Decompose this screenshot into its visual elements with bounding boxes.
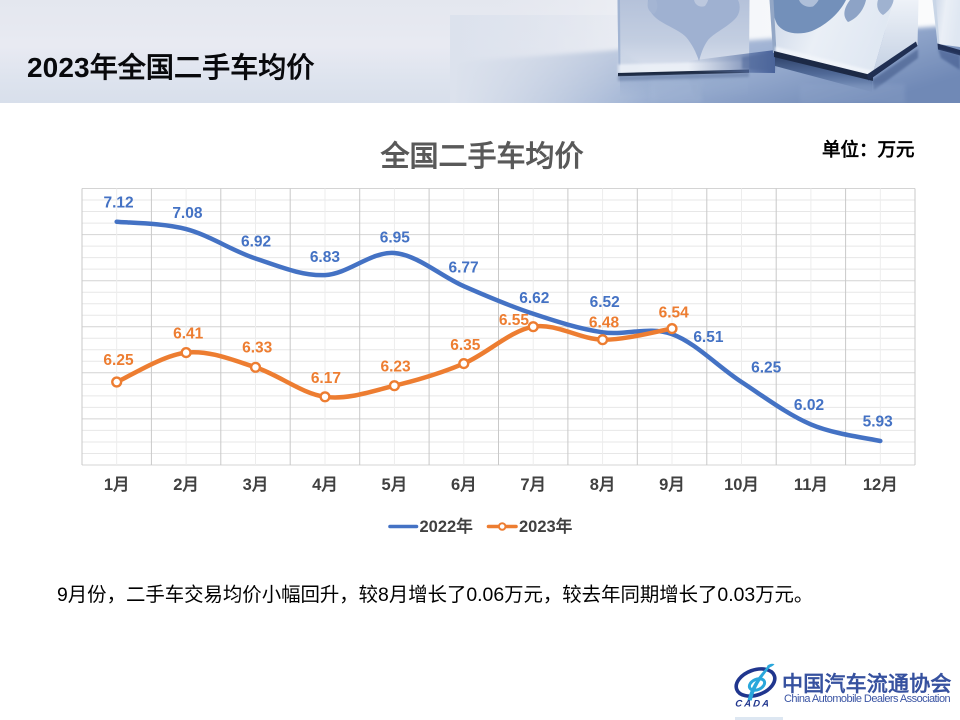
svg-text:2月: 2月	[173, 475, 199, 494]
svg-text:1月: 1月	[104, 475, 130, 494]
svg-text:2023年: 2023年	[519, 516, 573, 536]
svg-text:6.02: 6.02	[794, 397, 824, 414]
svg-text:6.95: 6.95	[380, 230, 411, 247]
svg-text:6月: 6月	[451, 475, 477, 494]
svg-text:CADA: CADA	[735, 699, 772, 710]
svg-text:7月: 7月	[520, 475, 546, 494]
svg-text:6.62: 6.62	[519, 290, 549, 307]
svg-text:6.77: 6.77	[449, 259, 479, 276]
svg-text:3月: 3月	[243, 475, 269, 494]
svg-text:5.93: 5.93	[863, 414, 894, 431]
svg-text:6.55: 6.55	[499, 312, 530, 329]
svg-text:10月: 10月	[724, 475, 759, 494]
svg-text:8月: 8月	[590, 475, 616, 494]
svg-text:6.35: 6.35	[450, 337, 481, 354]
svg-text:6.54: 6.54	[659, 304, 690, 321]
svg-text:6.48: 6.48	[589, 314, 620, 331]
svg-text:11月: 11月	[794, 475, 828, 494]
svg-text:6.41: 6.41	[173, 326, 204, 343]
svg-text:7.12: 7.12	[104, 194, 134, 211]
svg-text:6.83: 6.83	[310, 249, 341, 266]
svg-text:6.33: 6.33	[242, 340, 273, 357]
svg-text:6.51: 6.51	[693, 329, 724, 346]
svg-text:6.17: 6.17	[311, 370, 341, 387]
svg-text:5月: 5月	[382, 475, 408, 494]
svg-text:6.52: 6.52	[590, 294, 620, 311]
svg-text:6.23: 6.23	[381, 359, 412, 376]
svg-text:12月: 12月	[863, 475, 898, 494]
svg-text:6.25: 6.25	[103, 352, 134, 369]
svg-text:4月: 4月	[312, 475, 338, 494]
svg-text:6.25: 6.25	[751, 359, 782, 376]
svg-text:2022年: 2022年	[420, 516, 474, 536]
svg-text:9月: 9月	[659, 475, 685, 494]
svg-text:6.92: 6.92	[241, 234, 271, 251]
svg-text:7.08: 7.08	[172, 205, 203, 222]
